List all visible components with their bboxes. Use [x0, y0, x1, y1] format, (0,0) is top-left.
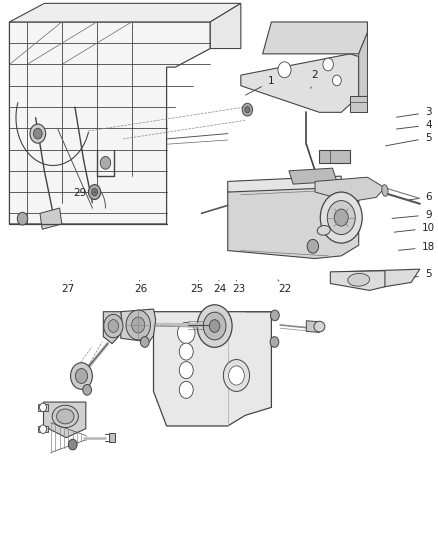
- Text: 23: 23: [232, 280, 245, 294]
- Polygon shape: [263, 22, 367, 54]
- Circle shape: [17, 212, 28, 225]
- Circle shape: [141, 337, 149, 348]
- Text: 10: 10: [394, 223, 435, 233]
- Ellipse shape: [382, 185, 388, 196]
- Polygon shape: [359, 33, 367, 96]
- Ellipse shape: [314, 321, 325, 332]
- Bar: [109, 433, 115, 442]
- Circle shape: [126, 310, 150, 340]
- Circle shape: [177, 322, 195, 344]
- Circle shape: [271, 310, 279, 321]
- Circle shape: [203, 312, 226, 340]
- Text: 9: 9: [392, 210, 432, 220]
- Circle shape: [30, 124, 46, 143]
- Circle shape: [197, 305, 232, 348]
- Circle shape: [132, 317, 145, 333]
- Polygon shape: [319, 150, 350, 163]
- Circle shape: [71, 363, 92, 389]
- Circle shape: [242, 103, 253, 116]
- Polygon shape: [103, 312, 122, 344]
- Circle shape: [179, 381, 193, 398]
- Polygon shape: [40, 208, 62, 229]
- Polygon shape: [43, 402, 86, 438]
- Circle shape: [88, 184, 101, 199]
- Text: 6: 6: [410, 192, 432, 203]
- Circle shape: [320, 192, 362, 243]
- Circle shape: [39, 403, 46, 411]
- Text: 2: 2: [311, 70, 318, 88]
- Circle shape: [39, 425, 46, 433]
- Circle shape: [83, 384, 92, 395]
- Polygon shape: [210, 3, 241, 49]
- Circle shape: [229, 366, 244, 385]
- Circle shape: [108, 320, 119, 333]
- Text: 22: 22: [278, 280, 291, 294]
- Text: 18: 18: [399, 243, 435, 252]
- Circle shape: [223, 360, 250, 391]
- Text: 29: 29: [74, 188, 96, 198]
- Polygon shape: [121, 309, 155, 342]
- Text: 4: 4: [396, 120, 432, 130]
- Text: 5: 5: [414, 270, 432, 279]
- Circle shape: [323, 58, 333, 71]
- Text: 27: 27: [62, 280, 75, 294]
- Polygon shape: [10, 22, 210, 224]
- Polygon shape: [38, 403, 48, 411]
- Ellipse shape: [57, 409, 74, 424]
- Text: 1: 1: [245, 77, 275, 95]
- Text: 3: 3: [396, 107, 432, 117]
- Text: 25: 25: [191, 281, 204, 294]
- Circle shape: [327, 200, 355, 235]
- Circle shape: [92, 188, 98, 196]
- Text: 26: 26: [134, 280, 148, 294]
- Ellipse shape: [317, 225, 330, 235]
- Polygon shape: [341, 269, 420, 287]
- Circle shape: [75, 368, 88, 383]
- Polygon shape: [306, 321, 319, 333]
- Circle shape: [179, 343, 193, 360]
- Circle shape: [68, 439, 77, 450]
- Polygon shape: [38, 426, 48, 432]
- Circle shape: [33, 128, 42, 139]
- Polygon shape: [10, 3, 241, 22]
- Polygon shape: [228, 187, 359, 259]
- Polygon shape: [350, 96, 367, 112]
- Circle shape: [278, 62, 291, 78]
- Circle shape: [209, 320, 220, 333]
- Ellipse shape: [52, 405, 78, 427]
- Circle shape: [179, 362, 193, 378]
- Text: 24: 24: [213, 280, 226, 294]
- Circle shape: [100, 157, 111, 169]
- Polygon shape: [153, 312, 272, 426]
- Circle shape: [334, 209, 348, 226]
- Circle shape: [104, 314, 123, 338]
- Circle shape: [245, 107, 250, 113]
- Polygon shape: [315, 177, 385, 201]
- Polygon shape: [241, 54, 359, 112]
- Polygon shape: [330, 271, 385, 290]
- Circle shape: [307, 239, 318, 253]
- Ellipse shape: [348, 273, 370, 286]
- Circle shape: [270, 337, 279, 348]
- Text: 5: 5: [385, 133, 432, 146]
- Circle shape: [332, 75, 341, 86]
- Polygon shape: [228, 176, 341, 203]
- Polygon shape: [289, 168, 337, 184]
